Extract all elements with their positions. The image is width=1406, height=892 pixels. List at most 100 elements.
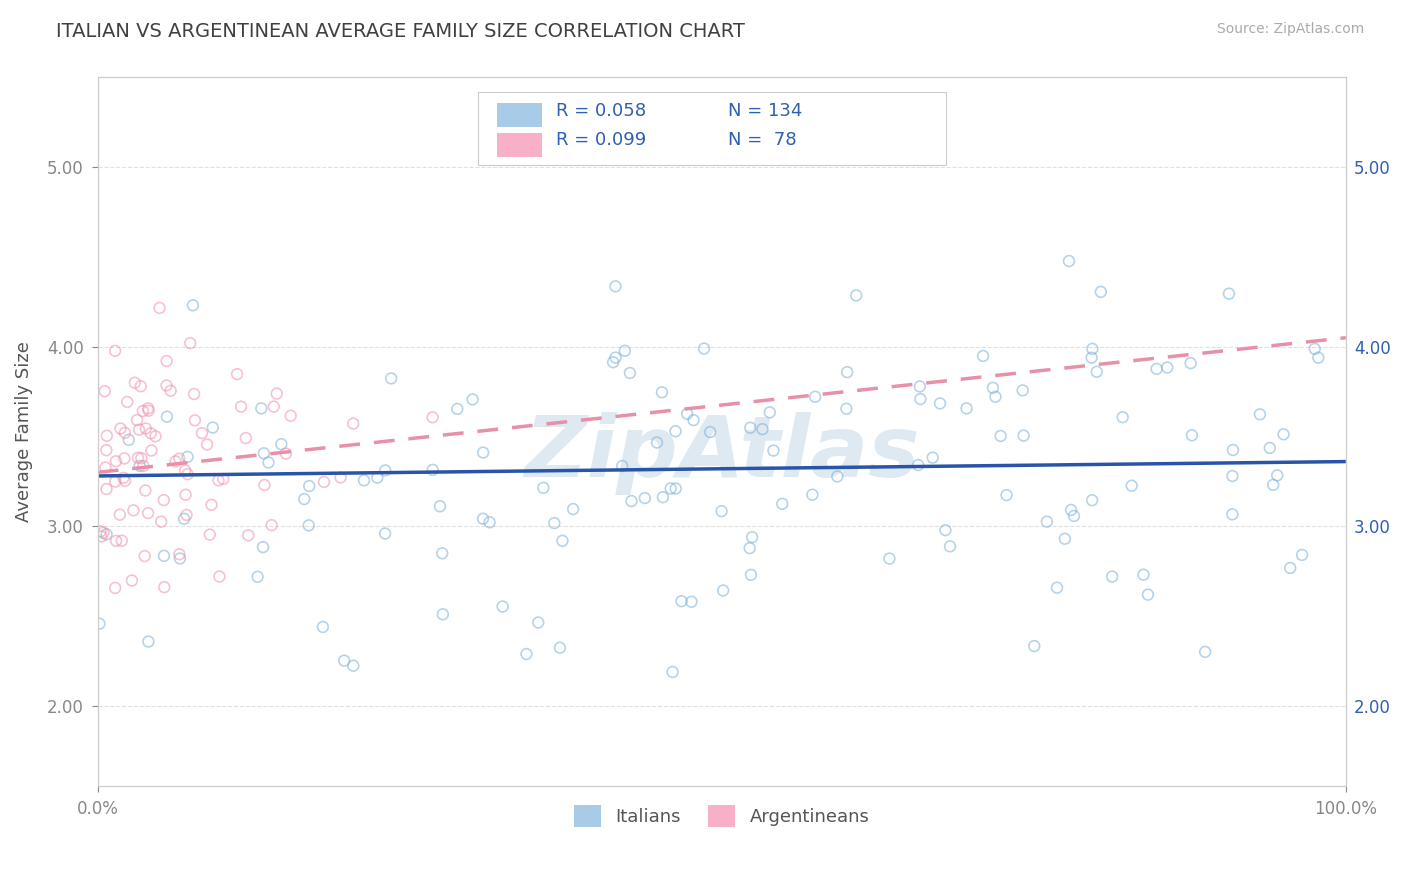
Argentineans [104, 581, 127, 595]
Italians [312, 620, 335, 634]
Italians [181, 298, 204, 312]
Italians [1218, 286, 1240, 301]
Italians [740, 567, 762, 582]
Italians [201, 420, 224, 434]
Italians [1046, 581, 1069, 595]
Italians [422, 463, 444, 477]
Italians [1080, 351, 1102, 365]
Italians [548, 640, 571, 655]
Argentineans [136, 401, 159, 416]
Argentineans [145, 429, 167, 443]
Argentineans [169, 451, 191, 466]
Argentineans [155, 378, 177, 392]
Argentineans [94, 460, 117, 475]
Italians [740, 421, 762, 435]
Italians [432, 546, 454, 560]
Italians [246, 570, 269, 584]
Italians [1012, 428, 1035, 442]
Argentineans [184, 413, 207, 427]
Argentineans [105, 533, 128, 548]
Italians [664, 424, 686, 438]
Argentineans [329, 470, 352, 484]
Argentineans [266, 386, 288, 401]
Argentineans [121, 574, 143, 588]
Argentineans [93, 525, 115, 540]
Italians [527, 615, 550, 630]
Argentineans [125, 413, 148, 427]
Argentineans [200, 498, 222, 512]
Argentineans [174, 463, 197, 477]
Italians [298, 479, 321, 493]
FancyBboxPatch shape [498, 103, 541, 127]
Italians [995, 488, 1018, 502]
Argentineans [128, 423, 150, 437]
Italians [429, 500, 451, 514]
Argentineans [104, 343, 127, 358]
Italians [353, 474, 375, 488]
Italians [1258, 441, 1281, 455]
Argentineans [191, 426, 214, 441]
Argentineans [207, 474, 229, 488]
Text: R = 0.099: R = 0.099 [555, 131, 645, 149]
Argentineans [198, 527, 221, 541]
Italians [472, 445, 495, 459]
Argentineans [195, 437, 218, 451]
Italians [741, 530, 763, 544]
Italians [711, 583, 734, 598]
Argentineans [96, 429, 118, 443]
Text: Source: ZipAtlas.com: Source: ZipAtlas.com [1216, 22, 1364, 37]
Italians [1057, 254, 1080, 268]
Italians [1121, 479, 1143, 493]
Italians [257, 455, 280, 469]
Argentineans [115, 395, 138, 409]
Italians [751, 422, 773, 436]
Italians [1222, 508, 1244, 522]
Italians [1291, 548, 1313, 562]
Italians [1222, 442, 1244, 457]
Italians [1308, 351, 1330, 365]
Italians [1272, 427, 1295, 442]
Italians [1111, 410, 1133, 425]
Argentineans [112, 451, 135, 466]
Argentineans [129, 379, 152, 393]
Y-axis label: Average Family Size: Average Family Size [15, 342, 32, 523]
Italians [682, 413, 704, 427]
Argentineans [312, 475, 335, 489]
Argentineans [152, 493, 174, 508]
Italians [651, 490, 673, 504]
Italians [118, 433, 141, 447]
Italians [981, 381, 1004, 395]
Italians [738, 541, 761, 556]
Italians [939, 539, 962, 553]
Argentineans [127, 450, 149, 465]
Italians [1279, 561, 1302, 575]
Argentineans [110, 421, 132, 435]
Italians [605, 351, 627, 365]
Italians [478, 516, 501, 530]
Argentineans [176, 467, 198, 482]
Text: R = 0.058: R = 0.058 [555, 103, 645, 120]
Argentineans [134, 549, 156, 563]
Italians [1146, 362, 1168, 376]
Italians [128, 458, 150, 473]
Argentineans [90, 529, 112, 543]
Argentineans [176, 508, 198, 522]
Italians [671, 594, 693, 608]
Argentineans [111, 533, 134, 548]
Italians [89, 616, 111, 631]
Italians [612, 458, 634, 473]
Argentineans [235, 431, 257, 445]
Italians [1181, 428, 1204, 442]
Italians [710, 504, 733, 518]
Italians [374, 526, 396, 541]
Italians [770, 497, 793, 511]
Italians [1263, 478, 1285, 492]
Argentineans [108, 508, 131, 522]
Argentineans [89, 524, 111, 539]
Argentineans [159, 384, 181, 398]
Argentineans [131, 451, 153, 466]
Italians [515, 647, 537, 661]
Argentineans [132, 458, 155, 473]
Italians [990, 429, 1012, 443]
Italians [252, 540, 274, 554]
